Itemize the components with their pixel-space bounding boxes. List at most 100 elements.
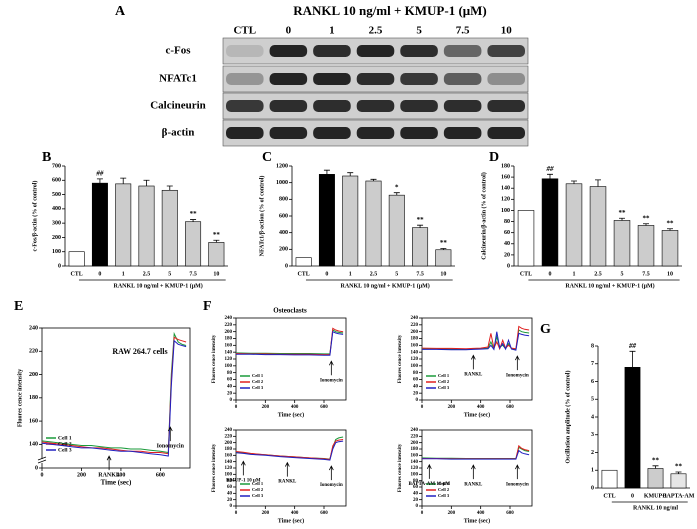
y-tick-label: 20 <box>227 391 233 396</box>
legend-label: Cell 3 <box>252 385 264 390</box>
x-tick-label: 2.5 <box>143 271 151 277</box>
legend-label: Cell 1 <box>58 435 72 441</box>
y-tick-label: 40 <box>413 384 419 389</box>
lane-label: 0 <box>286 25 292 37</box>
x-tick-label: CTL <box>70 271 82 277</box>
lane-label: 2.5 <box>369 25 383 37</box>
series-line <box>422 449 530 460</box>
x-tick-label: 400 <box>291 405 299 410</box>
bar <box>365 180 382 267</box>
y-tick-label: 0 <box>58 263 61 269</box>
error-bar <box>652 465 659 469</box>
legend-label: Cell 3 <box>438 385 450 390</box>
y-tick-label: 20 <box>413 391 419 396</box>
y-tick-label: 500 <box>52 192 61 198</box>
lane-label: 7.5 <box>456 25 470 37</box>
y-tick-label: 220 <box>29 349 38 355</box>
bar <box>208 242 225 267</box>
y-axis-label: c-Fos/β-actin (% of control) <box>31 181 38 252</box>
lane-label: 5 <box>416 25 422 37</box>
bar <box>68 251 85 267</box>
y-tick-label: 600 <box>279 213 288 219</box>
blot-band <box>400 127 438 139</box>
y-tick-label: 200 <box>225 330 233 335</box>
panel-letter: D <box>489 150 499 165</box>
row-label: β-actin <box>162 127 195 139</box>
annotation-arrow <box>514 464 520 480</box>
error-bar <box>120 177 127 184</box>
blot-band <box>356 45 395 57</box>
y-tick-label: 0 <box>35 465 38 471</box>
y-tick-label: 40 <box>504 241 510 247</box>
x-tick-label: 0 <box>235 405 238 410</box>
x-axis-label: Time (sec) <box>464 411 490 418</box>
y-axis-label: Fluores cence intensity <box>212 443 217 492</box>
axis-break <box>38 459 46 463</box>
blot-band <box>313 45 351 57</box>
y-axis-label: Fluores cence intensity <box>212 334 217 383</box>
y-tick-label: 120 <box>411 466 419 471</box>
bar <box>91 182 108 267</box>
y-tick-label: 0 <box>591 485 594 491</box>
x-tick-label: 7.5 <box>416 271 424 277</box>
blot-band <box>226 45 264 57</box>
x-tick-label: 0 <box>325 271 328 277</box>
bar <box>161 189 178 267</box>
y-axis-label: Oscillation amplitude (% of control) <box>564 371 571 464</box>
blot-band <box>443 73 482 85</box>
lane-label: CTL <box>233 25 256 37</box>
bar <box>589 186 607 267</box>
y-tick-label: 220 <box>225 323 233 328</box>
legend-label: Cell 3 <box>438 493 450 498</box>
y-tick-label: 2 <box>591 450 594 456</box>
y-tick-label: 200 <box>279 247 288 253</box>
blot-band <box>443 100 482 112</box>
x-tick-label: 1 <box>349 271 352 277</box>
chart-title: RAW 264.7 cells <box>112 347 167 356</box>
y-tick-label: 1 <box>591 468 594 474</box>
y-tick-label: 0 <box>285 263 288 269</box>
error-bar <box>440 248 447 250</box>
y-tick-label: 0 <box>507 263 510 269</box>
y-tick-label: 60 <box>413 485 419 490</box>
x-axis-label: RANKL 10 ng/ml + KMUP-1 (μM) <box>340 282 429 289</box>
x-tick-label: 200 <box>262 511 270 516</box>
x-tick-label: 10 <box>440 271 446 277</box>
y-tick-label: 160 <box>501 174 510 180</box>
bar <box>565 183 583 267</box>
error-bar <box>323 169 330 175</box>
x-tick-label: 0 <box>98 271 101 277</box>
x-tick-label: 0 <box>421 511 424 516</box>
y-tick-label: 80 <box>227 479 233 484</box>
y-tick-label: 3 <box>591 432 594 438</box>
error-bar <box>143 179 150 186</box>
error-bar <box>370 178 377 181</box>
x-tick-label: 10 <box>213 271 219 277</box>
blot-band <box>487 45 525 57</box>
y-tick-label: 400 <box>52 206 61 212</box>
y-axis-label: Fluores cence intensity <box>398 443 403 492</box>
bar <box>318 174 335 267</box>
blot-header: RANKL 10 ng/ml + KMUP-1 (μM) <box>293 3 487 18</box>
annotation-arrow <box>328 360 334 376</box>
row-label: Calcineurin <box>150 100 206 112</box>
series-line <box>235 436 344 460</box>
y-tick-label: 80 <box>504 219 510 225</box>
y-tick-label: 40 <box>227 384 233 389</box>
x-tick-label: 2.5 <box>370 271 378 277</box>
legend-label: Cell 1 <box>438 481 450 486</box>
error-bar <box>547 173 553 179</box>
significance: ** <box>190 210 198 218</box>
y-tick-label: 160 <box>411 343 419 348</box>
significance: ** <box>667 219 675 227</box>
legend-label: Cell 1 <box>438 373 450 378</box>
series-line <box>421 325 530 351</box>
annotation: Ionomycin <box>320 483 343 488</box>
frame <box>235 429 347 507</box>
blot-band <box>269 73 308 85</box>
error-bar <box>417 224 424 228</box>
y-tick-label: 180 <box>411 337 419 342</box>
y-tick-label: 180 <box>411 447 419 452</box>
y-tick-label: 160 <box>411 453 419 458</box>
